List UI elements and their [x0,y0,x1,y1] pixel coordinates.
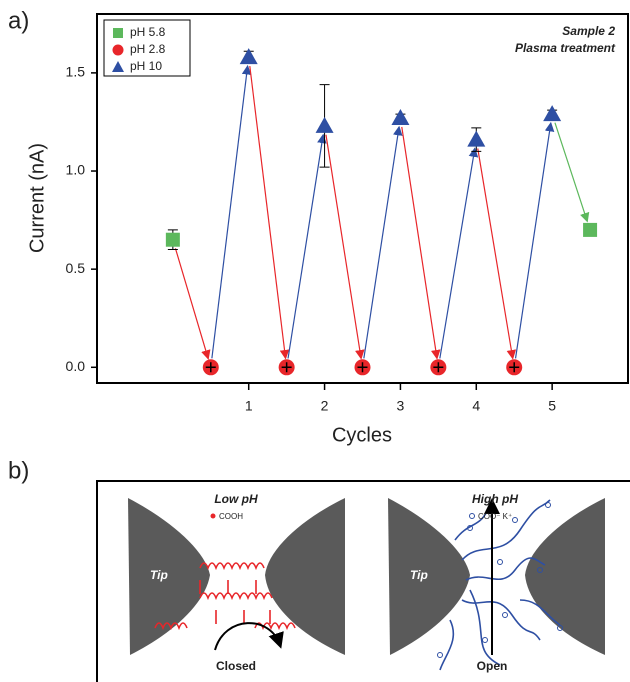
y-tick-label: 1.0 [66,162,86,178]
polymer-chains [154,562,296,631]
transition-arrow [401,126,441,360]
plot: 0.0 0.5 1.0 1.5 1 2 3 4 5 pH 5.8 pH 2.8 pH 10 [66,19,598,414]
panel-label: a) [8,7,29,34]
point [315,116,334,133]
diagram-legend: COOH [219,512,243,521]
transition-arrow [439,147,479,359]
point [165,232,180,247]
point-symbol [205,362,216,373]
point [239,48,258,65]
tip-shape [525,498,605,655]
annotation: Plasma treatment [515,41,616,55]
transition-arrow [554,122,590,223]
x-tick-label: 2 [321,398,329,414]
point-symbol [357,362,368,373]
tip-shape [265,498,345,655]
polymer-chains [439,499,561,671]
y-tick-label: 0.5 [66,260,86,276]
state-label: Open [477,659,508,673]
legend-label: pH 10 [130,59,162,73]
point-symbol [433,362,444,373]
point [543,105,562,122]
y-axis-label: Current (nA) [26,143,48,253]
legend-marker [113,28,123,38]
counterions [437,502,563,658]
state-label: Closed [216,659,256,673]
tip-shape [388,498,470,655]
x-tick-label: 3 [397,398,405,414]
x-axis-label: Cycles [332,424,392,446]
legend: pH 5.8 pH 2.8 pH 10 [103,19,191,77]
legend-dot [210,513,216,519]
transition-arrow [477,148,517,360]
y-tick-label: 0.0 [66,358,86,374]
x-tick-label: 1 [245,398,253,414]
x-tick-label: 5 [548,398,556,414]
diagram-title: High pH [472,492,518,506]
transition-arrow [325,134,365,360]
diagram: Low pH COOH Tip Closed High pH COO⁻ K⁺ T… [96,480,630,682]
tip-shape [128,498,210,655]
legend-marker [112,44,124,56]
point [583,222,598,237]
transition-arrow [514,121,555,359]
point-symbol [509,362,520,373]
diagram-legend: COO⁻ K⁺ [478,512,512,521]
point-symbol [281,362,292,373]
transition-arrow [249,66,290,360]
tip-label: Tip [150,568,168,582]
diagram-title: Low pH [214,492,258,506]
point [391,109,410,126]
x-tick-label: 4 [472,398,480,414]
legend-marker [112,61,124,72]
panel-label: b) [8,457,29,484]
annotation: Sample 2 [562,24,615,38]
curved-arrow [214,622,284,651]
point [467,130,486,147]
transition-arrow [174,248,211,360]
plot-frame [96,13,629,384]
legend-label: pH 5.8 [130,25,166,39]
legend-dot [469,513,475,519]
tip-label: Tip [410,568,428,582]
y-tick-label: 1.5 [66,64,86,80]
transition-arrow [211,64,252,359]
transition-arrow [363,125,403,359]
diagram-frame [96,480,630,682]
transition-arrow [287,133,327,359]
legend-label: pH 2.8 [130,42,166,56]
